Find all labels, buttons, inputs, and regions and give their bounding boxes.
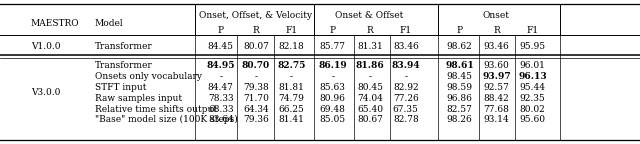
Text: Onset, Offset, & Velocity: Onset, Offset, & Velocity <box>200 11 312 20</box>
Text: 81.81: 81.81 <box>278 83 304 92</box>
Text: Relative time shifts output: Relative time shifts output <box>95 105 217 113</box>
Text: 84.95: 84.95 <box>207 61 235 70</box>
Text: 79.36: 79.36 <box>243 115 269 124</box>
Text: 83.64: 83.64 <box>208 115 234 124</box>
Text: MAESTRO: MAESTRO <box>31 19 79 28</box>
Text: 71.70: 71.70 <box>243 94 269 103</box>
Text: R: R <box>493 26 500 35</box>
Text: "Base" model size (100K steps): "Base" model size (100K steps) <box>95 115 237 124</box>
Text: 80.07: 80.07 <box>243 42 269 51</box>
Text: 79.38: 79.38 <box>243 83 269 92</box>
Text: -: - <box>404 72 407 81</box>
Text: 83.94: 83.94 <box>392 61 420 70</box>
Text: 93.46: 93.46 <box>484 42 509 51</box>
Text: R: R <box>367 26 373 35</box>
Text: Transformer: Transformer <box>95 61 152 70</box>
Text: 85.63: 85.63 <box>320 83 346 92</box>
Text: R: R <box>253 26 259 35</box>
Text: -: - <box>220 72 222 81</box>
Text: 69.48: 69.48 <box>320 105 346 113</box>
Text: P: P <box>456 26 463 35</box>
Text: 93.14: 93.14 <box>484 115 509 124</box>
Text: F1: F1 <box>400 26 412 35</box>
Text: 84.47: 84.47 <box>208 83 234 92</box>
Text: 65.40: 65.40 <box>357 105 383 113</box>
Text: 92.57: 92.57 <box>484 83 509 92</box>
Text: Model: Model <box>95 19 124 28</box>
Text: P: P <box>218 26 224 35</box>
Text: -: - <box>332 72 334 81</box>
Text: 68.33: 68.33 <box>208 105 234 113</box>
Text: 82.92: 82.92 <box>393 83 419 92</box>
Text: 96.01: 96.01 <box>520 61 545 70</box>
Text: 82.57: 82.57 <box>447 105 472 113</box>
Text: 80.96: 80.96 <box>320 94 346 103</box>
Text: -: - <box>290 72 292 81</box>
Text: Raw samples input: Raw samples input <box>95 94 182 103</box>
Text: 95.60: 95.60 <box>520 115 545 124</box>
Text: 96.13: 96.13 <box>518 72 547 81</box>
Text: 92.35: 92.35 <box>520 94 545 103</box>
Text: 83.46: 83.46 <box>393 42 419 51</box>
Text: 80.02: 80.02 <box>520 105 545 113</box>
Text: 78.33: 78.33 <box>208 94 234 103</box>
Text: 85.05: 85.05 <box>320 115 346 124</box>
Text: 88.42: 88.42 <box>484 94 509 103</box>
Text: 77.68: 77.68 <box>484 105 509 113</box>
Text: 80.70: 80.70 <box>242 61 270 70</box>
Text: 93.97: 93.97 <box>483 72 511 81</box>
Text: 93.60: 93.60 <box>484 61 509 70</box>
Text: 98.61: 98.61 <box>445 61 474 70</box>
Text: -: - <box>369 72 371 81</box>
Text: 81.41: 81.41 <box>278 115 304 124</box>
Text: 80.45: 80.45 <box>357 83 383 92</box>
Text: Onset & Offset: Onset & Offset <box>335 11 403 20</box>
Text: STFT input: STFT input <box>95 83 146 92</box>
Text: 81.31: 81.31 <box>357 42 383 51</box>
Text: 95.44: 95.44 <box>520 83 545 92</box>
Text: F1: F1 <box>285 26 297 35</box>
Text: 98.62: 98.62 <box>447 42 472 51</box>
Text: 80.67: 80.67 <box>357 115 383 124</box>
Text: 77.26: 77.26 <box>393 94 419 103</box>
Text: 66.25: 66.25 <box>278 105 304 113</box>
Text: 82.18: 82.18 <box>278 42 304 51</box>
Text: 74.04: 74.04 <box>357 94 383 103</box>
Text: 67.35: 67.35 <box>393 105 419 113</box>
Text: 81.86: 81.86 <box>356 61 384 70</box>
Text: V3.0.0: V3.0.0 <box>31 88 60 97</box>
Text: F1: F1 <box>527 26 538 35</box>
Text: V1.0.0: V1.0.0 <box>31 42 60 51</box>
Text: 98.59: 98.59 <box>447 83 472 92</box>
Text: 64.34: 64.34 <box>243 105 269 113</box>
Text: Onsets only vocabulary: Onsets only vocabulary <box>95 72 202 81</box>
Text: Onset: Onset <box>483 11 509 20</box>
Text: -: - <box>255 72 257 81</box>
Text: 82.75: 82.75 <box>277 61 305 70</box>
Text: 86.19: 86.19 <box>319 61 347 70</box>
Text: 95.95: 95.95 <box>520 42 545 51</box>
Text: 82.78: 82.78 <box>393 115 419 124</box>
Text: 98.45: 98.45 <box>447 72 472 81</box>
Text: 98.26: 98.26 <box>447 115 472 124</box>
Text: 96.86: 96.86 <box>447 94 472 103</box>
Text: P: P <box>330 26 336 35</box>
Text: 84.45: 84.45 <box>208 42 234 51</box>
Text: 85.77: 85.77 <box>320 42 346 51</box>
Text: 74.79: 74.79 <box>278 94 304 103</box>
Text: Transformer: Transformer <box>95 42 152 51</box>
